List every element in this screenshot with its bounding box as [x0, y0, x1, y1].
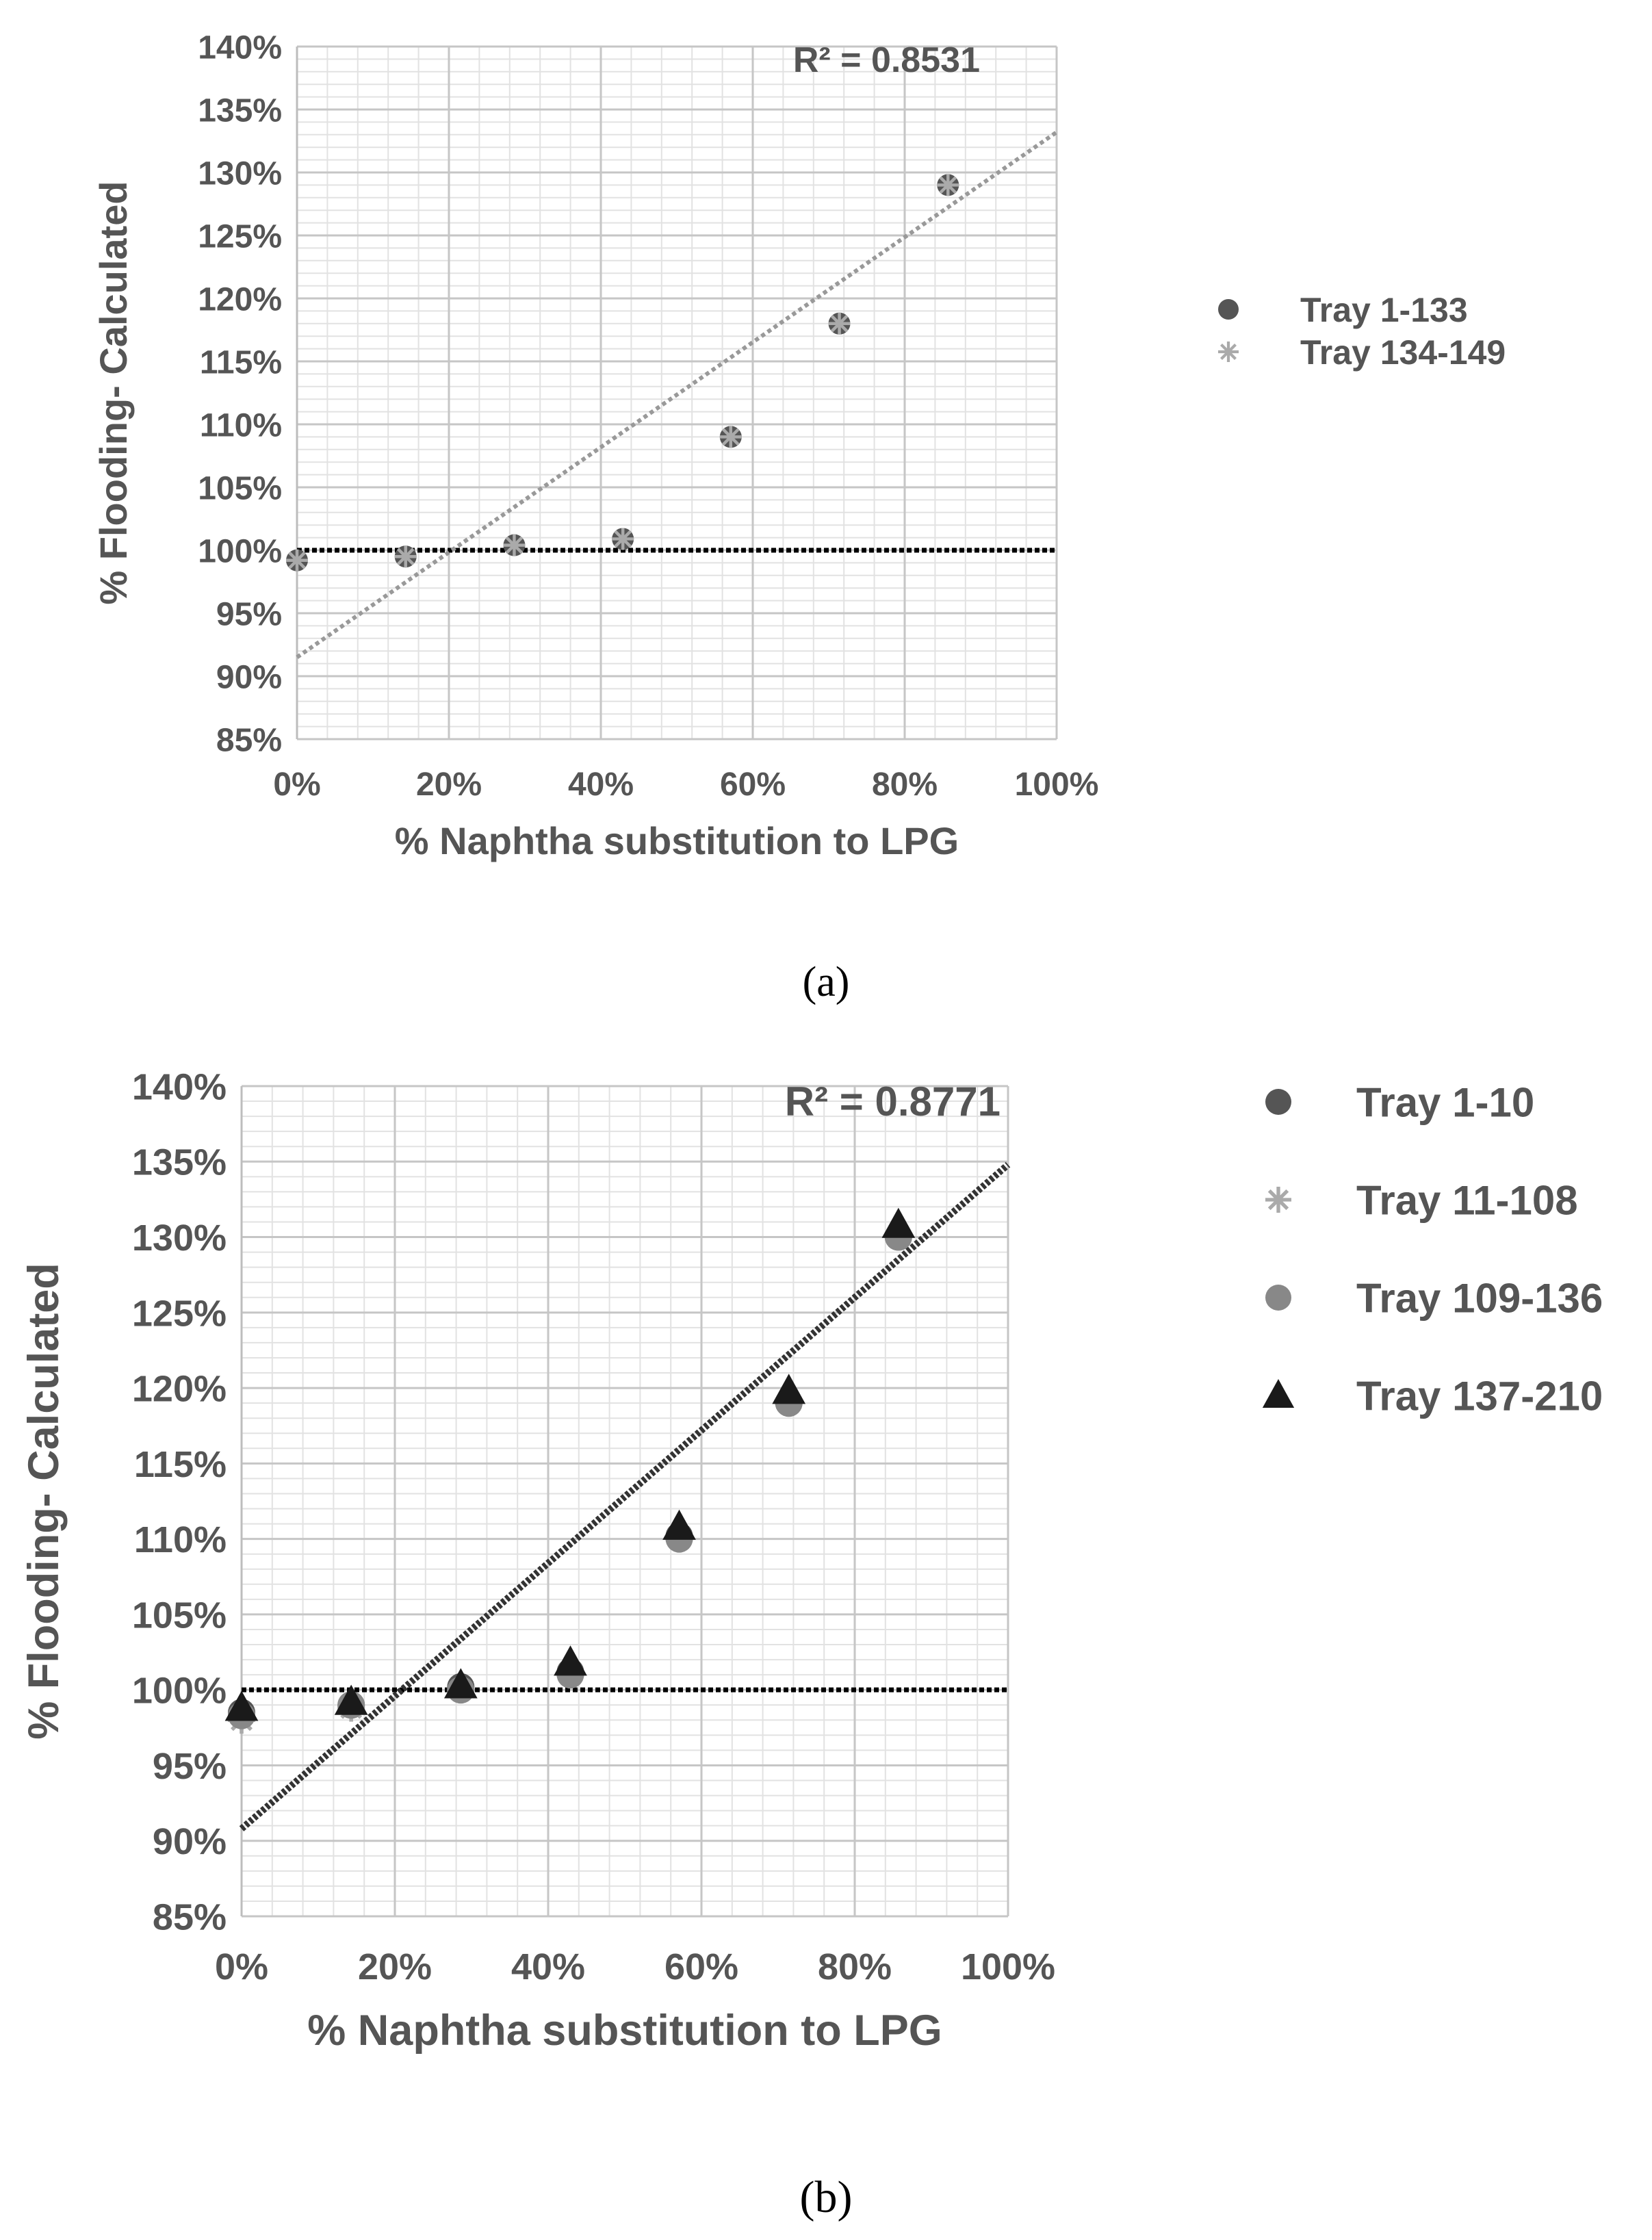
- legend-item: Tray 137-210: [1262, 1374, 1603, 1419]
- plot-area: [242, 1086, 1008, 1916]
- data-point: [443, 1668, 478, 1699]
- legend-marker: [1265, 1285, 1291, 1311]
- data-point: [719, 426, 742, 448]
- x-tick-label: 80%: [818, 1946, 892, 1987]
- legend-item: Tray 11-108: [1265, 1178, 1578, 1224]
- legend: Tray 1-10 Tray 11-108 Tray 109-136 Tray 137…: [1262, 1080, 1603, 1419]
- legend-item: Tray 1-133: [1218, 291, 1468, 329]
- x-axis-label: % Naphtha substitution to LPG: [307, 2007, 942, 2055]
- legend-label: Tray 137-210: [1356, 1374, 1603, 1419]
- data-point: [772, 1374, 806, 1404]
- y-axis-label: % Flooding- Calculated: [20, 1263, 68, 1740]
- trendline: [296, 130, 1058, 659]
- x-tick-label: 80%: [872, 767, 938, 803]
- r-squared-label: R² = 0.8771: [785, 1079, 1001, 1124]
- y-tick-label: 135%: [198, 92, 282, 129]
- y-tick-label: 125%: [198, 218, 282, 255]
- y-tick-label: 105%: [198, 470, 282, 506]
- legend-label: Tray 11-108: [1356, 1178, 1578, 1224]
- trendline: [239, 1161, 1011, 1831]
- data-point: [937, 174, 959, 196]
- y-tick-labels: 85% 90% 95% 100% 105% 110% 115% 120% 125% 130% 135…: [132, 1066, 227, 1938]
- x-axis-label: % Naphtha substitution to LPG: [395, 819, 959, 862]
- y-tick-label: 125%: [132, 1293, 227, 1334]
- data-point: [554, 1645, 587, 1676]
- legend-label: Tray 1-10: [1356, 1080, 1534, 1126]
- y-tick-label: 130%: [198, 155, 282, 192]
- x-tick-label: 100%: [961, 1946, 1055, 1987]
- x-tick-label: 40%: [568, 767, 634, 803]
- x-tick-labels: 0% 20% 40% 60% 80% 100%: [273, 767, 1098, 803]
- data-point: [334, 1684, 368, 1715]
- legend-item: Tray 134-149: [1218, 333, 1506, 372]
- legend-item: Tray 1-10: [1265, 1080, 1534, 1126]
- y-tick-label: 95%: [216, 596, 282, 632]
- y-tick-label: 100%: [132, 1671, 227, 1712]
- x-tick-label: 20%: [416, 767, 482, 803]
- y-tick-label: 105%: [132, 1595, 227, 1636]
- x-tick-label: 60%: [720, 767, 786, 803]
- x-tick-label: 100%: [1015, 767, 1099, 803]
- chart-a: 85% 90% 95% 100% 105% 110% 115% 120% 125% 130% 135…: [92, 29, 1506, 862]
- y-tick-label: 140%: [198, 29, 282, 66]
- legend-label: Tray 134-149: [1300, 333, 1506, 372]
- series-tray-134-149: [286, 174, 959, 571]
- y-tick-label: 135%: [132, 1142, 227, 1183]
- legend-marker: [1262, 1379, 1295, 1408]
- x-tick-label: 20%: [358, 1946, 432, 1987]
- y-tick-label: 95%: [153, 1746, 227, 1787]
- y-tick-label: 130%: [132, 1218, 227, 1259]
- series-tray-137-210: [224, 1207, 916, 1721]
- legend-marker: [1218, 342, 1239, 362]
- y-axis-label: % Flooding- Calculated: [92, 181, 135, 604]
- figure-caption: (b): [800, 2172, 853, 2222]
- legend-item: Tray 109-136: [1265, 1276, 1603, 1322]
- legend-label: Tray 109-136: [1356, 1276, 1603, 1322]
- x-tick-labels: 0% 20% 40% 60% 80% 100%: [215, 1946, 1055, 1987]
- legend: Tray 1-133 Tray 134-149: [1218, 291, 1506, 372]
- data-point: [503, 534, 526, 556]
- legend-marker: [1265, 1187, 1291, 1213]
- y-tick-label: 90%: [153, 1821, 227, 1862]
- y-tick-label: 90%: [216, 659, 282, 695]
- legend-label: Tray 1-133: [1300, 291, 1468, 329]
- y-tick-label: 85%: [216, 722, 282, 758]
- data-point: [662, 1509, 696, 1540]
- legend-marker: [1218, 299, 1239, 320]
- figure-caption: (a): [803, 959, 850, 1005]
- x-tick-label: 60%: [664, 1946, 738, 1987]
- y-tick-label: 120%: [198, 281, 282, 318]
- data-point: [224, 1690, 259, 1721]
- data-point: [612, 528, 634, 550]
- major-gridlines: [240, 1085, 1009, 1918]
- r-squared-label: R² = 0.8531: [793, 40, 980, 80]
- y-tick-label: 100%: [198, 533, 282, 569]
- y-tick-label: 115%: [134, 1444, 227, 1485]
- y-tick-label: 120%: [132, 1369, 227, 1410]
- y-tick-label: 110%: [134, 1519, 227, 1560]
- x-tick-label: 40%: [511, 1946, 585, 1987]
- data-point: [286, 549, 308, 571]
- legend-marker: [1265, 1089, 1291, 1115]
- data-point: [828, 312, 851, 335]
- y-tick-label: 140%: [132, 1066, 227, 1107]
- data-point: [394, 545, 417, 568]
- y-tick-label: 85%: [153, 1896, 227, 1938]
- chart-b: 85% 90% 95% 100% 105% 110% 115% 120% 125% 130% 135…: [20, 1066, 1603, 2055]
- y-tick-labels: 85% 90% 95% 100% 105% 110% 115% 120% 125% 130% 135…: [198, 29, 282, 758]
- x-tick-label: 0%: [215, 1946, 268, 1987]
- y-tick-label: 110%: [200, 407, 282, 443]
- data-point: [881, 1207, 916, 1238]
- x-tick-label: 0%: [273, 767, 320, 803]
- y-tick-label: 115%: [200, 344, 282, 381]
